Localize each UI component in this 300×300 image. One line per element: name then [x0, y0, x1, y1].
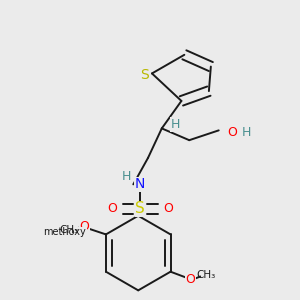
Text: H: H — [122, 170, 131, 183]
Text: N: N — [135, 177, 146, 191]
Text: S: S — [135, 201, 145, 216]
Text: H: H — [171, 118, 180, 131]
Text: O: O — [164, 202, 174, 215]
Text: CH₃: CH₃ — [59, 226, 78, 236]
Text: O: O — [227, 126, 237, 139]
Text: O: O — [107, 202, 117, 215]
Text: H: H — [242, 126, 251, 139]
Text: CH₃: CH₃ — [196, 270, 215, 280]
Text: S: S — [140, 68, 148, 83]
Text: O: O — [185, 273, 195, 286]
Text: methoxy: methoxy — [43, 227, 86, 237]
Text: O: O — [80, 220, 89, 233]
